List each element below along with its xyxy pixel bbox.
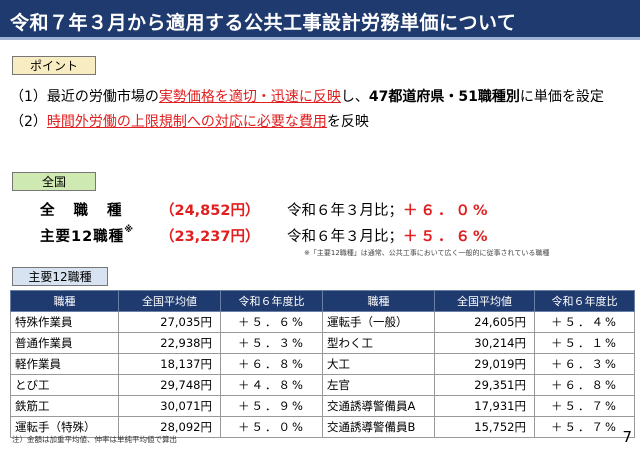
ratio-cell: ＋５．９% <box>220 395 323 417</box>
ratio-cell: ＋６．８% <box>534 374 635 396</box>
summary-value-all: （24,852円） <box>160 203 260 219</box>
all-tag: 全国 <box>12 172 96 191</box>
summary-compare-major-value: ＋５．６% <box>403 229 491 245</box>
ratio-cell: ＋５．１% <box>534 332 635 354</box>
table-header-row: 職種 全国平均値 令和６年度比 職種 全国平均値 令和６年度比 <box>10 290 635 312</box>
point-1-highlight: 実勢価格を適切・迅速に反映 <box>158 89 341 105</box>
avg-cell: 18,137円 <box>118 353 221 375</box>
job-cell: 型わく工 <box>322 332 435 354</box>
wage-table: 職種 全国平均値 令和６年度比 職種 全国平均値 令和６年度比 特殊作業員 27… <box>10 290 635 438</box>
ratio-cell: ＋６．３% <box>534 353 635 375</box>
header-avg-left: 全国平均値 <box>118 290 221 312</box>
footnote: 注）金額は加重平均値、伸率は単純平均値で算出 <box>12 435 177 444</box>
table-row: 軽作業員 18,137円 ＋６．８% 大工 29,019円 ＋６．３% <box>10 353 635 375</box>
summary-footnote: ※「主要12職種」は通常、公共工事において広く一般的に従事されている職種 <box>304 249 550 257</box>
job-cell: 交通誘導警備員B <box>322 416 435 438</box>
avg-cell: 29,351円 <box>434 374 535 396</box>
point-2-post: を反映 <box>326 114 369 130</box>
summary-note-mark: ※ <box>124 225 133 235</box>
point-2-num: （2） <box>10 114 47 130</box>
point-1-bold: 47都道府県・51職種別 <box>368 89 520 105</box>
point-line-2: （2）時間外労働の上限規制への対応に必要な費用を反映 <box>10 111 369 131</box>
summary-label-major-text: 主要12職種 <box>40 229 125 245</box>
point-tag: ポイント <box>12 56 96 75</box>
ratio-cell: ＋５．３% <box>220 332 323 354</box>
avg-cell: 30,071円 <box>118 395 221 417</box>
summary-value-major: （23,237円） <box>160 229 260 245</box>
summary-label-all: 全職種 <box>40 203 141 219</box>
ratio-cell: ＋５．４% <box>534 311 635 333</box>
table-row: とび工 29,748円 ＋４．８% 左官 29,351円 ＋６．８% <box>10 374 635 396</box>
job-cell: 鉄筋工 <box>10 395 119 417</box>
job-cell: 左官 <box>322 374 435 396</box>
header-ratio-left: 令和６年度比 <box>220 290 323 312</box>
job-cell: とび工 <box>10 374 119 396</box>
avg-cell: 24,605円 <box>434 311 535 333</box>
header-job-left: 職種 <box>10 290 119 312</box>
title-bar: 令和７年３月から適用する公共工事設計労務単価について <box>0 0 640 40</box>
avg-cell: 29,019円 <box>434 353 535 375</box>
page-number: 7 <box>622 428 632 446</box>
summary-compare-major-label: 令和６年３月比； <box>287 229 403 245</box>
job-cell: 運転手（特殊） <box>10 416 119 438</box>
job-cell: 大工 <box>322 353 435 375</box>
header-job-right: 職種 <box>322 290 435 312</box>
job-cell: 普通作業員 <box>10 332 119 354</box>
job-cell: 軽作業員 <box>10 353 119 375</box>
avg-cell: 17,931円 <box>434 395 535 417</box>
avg-cell: 27,035円 <box>118 311 221 333</box>
job-cell: 交通誘導警備員A <box>322 395 435 417</box>
avg-cell: 15,752円 <box>434 416 535 438</box>
page-title: 令和７年３月から適用する公共工事設計労務単価について <box>10 12 517 34</box>
summary-compare-all-label: 令和６年３月比； <box>287 203 403 219</box>
major-tag: 主要12職種 <box>12 267 108 286</box>
summary-compare-all: 令和６年３月比；＋６．０% <box>287 199 491 220</box>
table-row: 鉄筋工 30,071円 ＋５．９% 交通誘導警備員A 17,931円 ＋５．７% <box>10 395 635 417</box>
header-ratio-right: 令和６年度比 <box>534 290 635 312</box>
ratio-cell: ＋６．８% <box>220 353 323 375</box>
ratio-cell: ＋５．７% <box>534 395 635 417</box>
ratio-cell: ＋５．０% <box>220 416 323 438</box>
avg-cell: 29,748円 <box>118 374 221 396</box>
summary-label-major: 主要12職種※ <box>40 225 133 246</box>
table-row: 普通作業員 22,938円 ＋５．３% 型わく工 30,214円 ＋５．１% <box>10 332 635 354</box>
point-1-mid: し、 <box>340 89 369 105</box>
point-2-highlight: 時間外労働の上限規制への対応に必要な費用 <box>46 114 327 130</box>
point-line-1: （1）最近の労働市場の実勢価格を適切・迅速に反映し、47都道府県・51職種別に単… <box>10 86 604 106</box>
ratio-cell: ＋５．６% <box>220 311 323 333</box>
point-1-num: （1） <box>10 89 47 105</box>
ratio-cell: ＋４．８% <box>220 374 323 396</box>
table-row: 特殊作業員 27,035円 ＋５．６% 運転手（一般） 24,605円 ＋５．４… <box>10 311 635 333</box>
table-row: 運転手（特殊） 28,092円 ＋５．０% 交通誘導警備員B 15,752円 ＋… <box>10 416 635 438</box>
summary-compare-all-value: ＋６．０% <box>403 203 491 219</box>
point-1-post: に単価を設定 <box>519 89 604 105</box>
avg-cell: 30,214円 <box>434 332 535 354</box>
avg-cell: 22,938円 <box>118 332 221 354</box>
header-avg-right: 全国平均値 <box>434 290 535 312</box>
summary-compare-major: 令和６年３月比；＋５．６% <box>287 225 491 246</box>
ratio-cell: ＋５．７% <box>534 416 635 438</box>
job-cell: 運転手（一般） <box>322 311 435 333</box>
job-cell: 特殊作業員 <box>10 311 119 333</box>
point-1-pre: 最近の労働市場の <box>46 89 159 105</box>
